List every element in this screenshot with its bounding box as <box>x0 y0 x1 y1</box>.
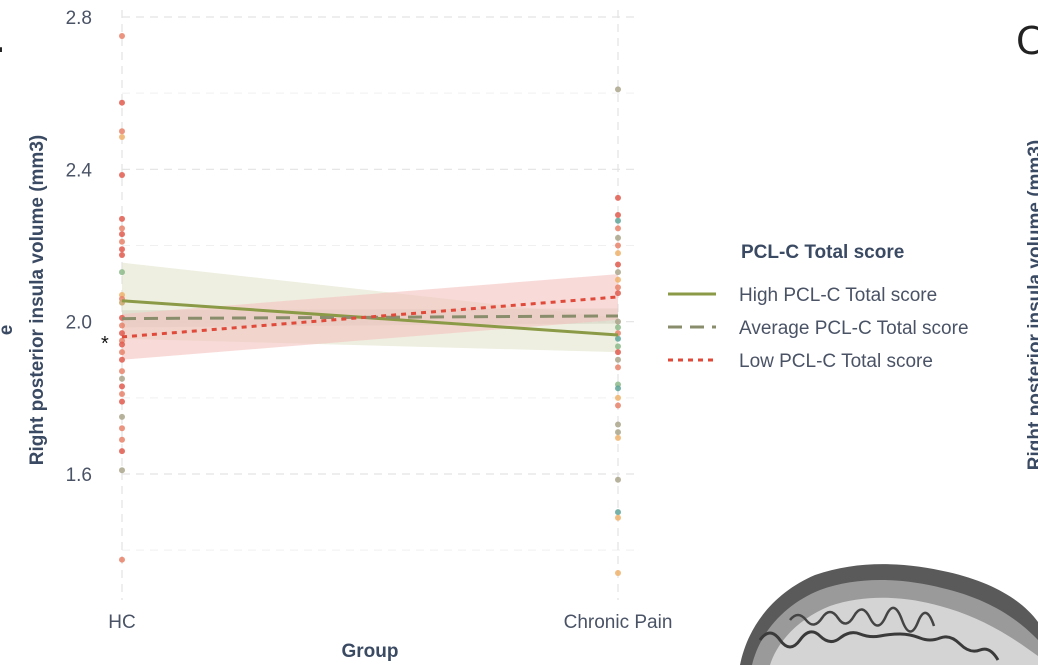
data-point <box>119 467 125 474</box>
data-point <box>119 341 125 348</box>
data-point <box>119 356 125 363</box>
data-point <box>119 269 125 276</box>
y-axis-title: Right posterior insula volume (mm3) <box>27 135 48 465</box>
data-point <box>615 402 621 409</box>
data-point <box>615 86 621 93</box>
y-tick-label: 2.0 <box>66 313 92 334</box>
data-point <box>615 324 621 331</box>
data-point <box>615 394 621 401</box>
data-point <box>119 375 125 382</box>
x-axis-title: Group <box>342 641 399 662</box>
data-point <box>615 276 621 283</box>
data-point <box>615 514 621 521</box>
data-point <box>615 217 621 224</box>
data-point <box>615 356 621 363</box>
legend-label: Low PCL-C Total score <box>739 351 933 372</box>
data-point <box>119 238 125 245</box>
data-point <box>615 225 621 232</box>
data-point <box>119 133 125 140</box>
data-point <box>615 343 621 350</box>
data-point <box>615 429 621 436</box>
data-point <box>119 99 125 106</box>
data-point <box>615 234 621 241</box>
plot-area: 1.6 2.0 2.4 2.8 HC Chronic Pain <box>66 8 673 633</box>
x-tick-label: HC <box>108 612 135 633</box>
y-tick-label: 1.6 <box>66 465 92 486</box>
data-point <box>615 570 621 577</box>
data-point <box>615 434 621 441</box>
brain-slice-image <box>740 564 1038 665</box>
data-point <box>119 172 125 179</box>
series-line <box>121 314 619 321</box>
data-point <box>119 128 125 135</box>
data-point <box>119 33 125 40</box>
series-line <box>121 295 619 339</box>
data-point <box>119 448 125 455</box>
data-point <box>119 330 125 337</box>
data-point <box>615 242 621 249</box>
data-point <box>119 368 125 375</box>
data-point <box>119 556 125 563</box>
data-point <box>615 318 621 325</box>
data-point <box>615 269 621 276</box>
data-point <box>615 349 621 356</box>
legend: PCL-C Total score High PCL-C Total score… <box>668 242 969 372</box>
right-panel-y-axis-title: Right posterior insula volume (mm3) <box>1025 140 1038 470</box>
data-point <box>119 246 125 253</box>
legend-title: PCL-C Total score <box>741 242 904 263</box>
panel-letter-left: . <box>0 17 6 61</box>
data-point <box>119 391 125 398</box>
data-point <box>119 425 125 432</box>
left-panel-axis-fragment: e <box>0 325 17 336</box>
data-point <box>615 261 621 268</box>
data-point <box>615 476 621 483</box>
data-point <box>119 231 125 238</box>
data-point <box>119 398 125 405</box>
y-tick-label: 2.8 <box>66 8 92 29</box>
significance-marker: * <box>101 333 109 355</box>
x-tick-label: Chronic Pain <box>564 612 673 633</box>
data-point <box>615 250 621 257</box>
data-point <box>119 413 125 420</box>
data-point <box>615 212 621 219</box>
y-tick-label: 2.4 <box>66 160 93 181</box>
data-point <box>119 215 125 222</box>
legend-label: Average PCL-C Total score <box>739 318 969 339</box>
legend-label: High PCL-C Total score <box>739 285 937 306</box>
data-point <box>119 349 125 356</box>
data-point <box>119 383 125 390</box>
data-point <box>119 225 125 232</box>
panel-letter-right: C <box>1016 19 1038 63</box>
data-point <box>615 284 621 291</box>
data-point <box>615 385 621 392</box>
data-point <box>615 364 621 371</box>
data-point <box>615 509 621 516</box>
data-point <box>119 322 125 329</box>
data-point <box>615 194 621 201</box>
data-point <box>615 421 621 428</box>
data-point <box>615 290 621 297</box>
data-point <box>119 252 125 259</box>
data-point <box>615 335 621 342</box>
data-point <box>119 436 125 443</box>
